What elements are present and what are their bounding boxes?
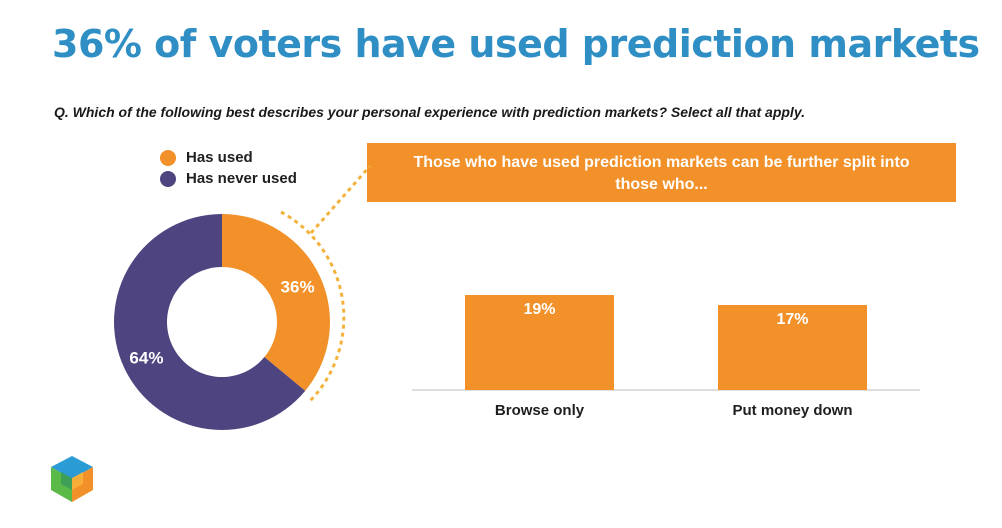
chart-legend: Has used Has never used <box>160 147 297 189</box>
bar-data-label: 17% <box>776 311 808 328</box>
legend-label: Has used <box>186 149 253 166</box>
legend-swatch-has-never-used <box>160 170 176 187</box>
callout-banner: Those who have used prediction markets c… <box>367 143 956 202</box>
legend-item-has-never-used: Has never used <box>160 168 297 189</box>
bar-category-label: Browse only <box>495 402 585 419</box>
callout-connector <box>280 165 372 405</box>
donut-chart: 36% 64% <box>113 214 330 430</box>
connector-arc <box>280 210 346 405</box>
connector-line <box>309 165 372 234</box>
legend-label: Has never used <box>186 170 297 187</box>
bar-chart: 19% Browse only 17% Put money down <box>412 295 920 419</box>
logo-icon <box>51 456 93 502</box>
bar-1 <box>718 305 867 390</box>
donut-data-label: 36% <box>281 277 315 296</box>
legend-item-has-used: Has used <box>160 147 297 168</box>
donut-slice-has-used <box>222 214 330 391</box>
bar-0 <box>465 295 614 390</box>
bar-category-label: Put money down <box>733 402 853 419</box>
bar-data-label: 19% <box>523 301 555 318</box>
donut-data-label: 64% <box>129 349 163 368</box>
survey-question: Q. Which of the following best describes… <box>54 104 805 120</box>
page-title: 36% of voters have used prediction marke… <box>52 22 980 66</box>
donut-slice-has-never-used <box>113 214 306 430</box>
legend-swatch-has-used <box>160 149 176 166</box>
